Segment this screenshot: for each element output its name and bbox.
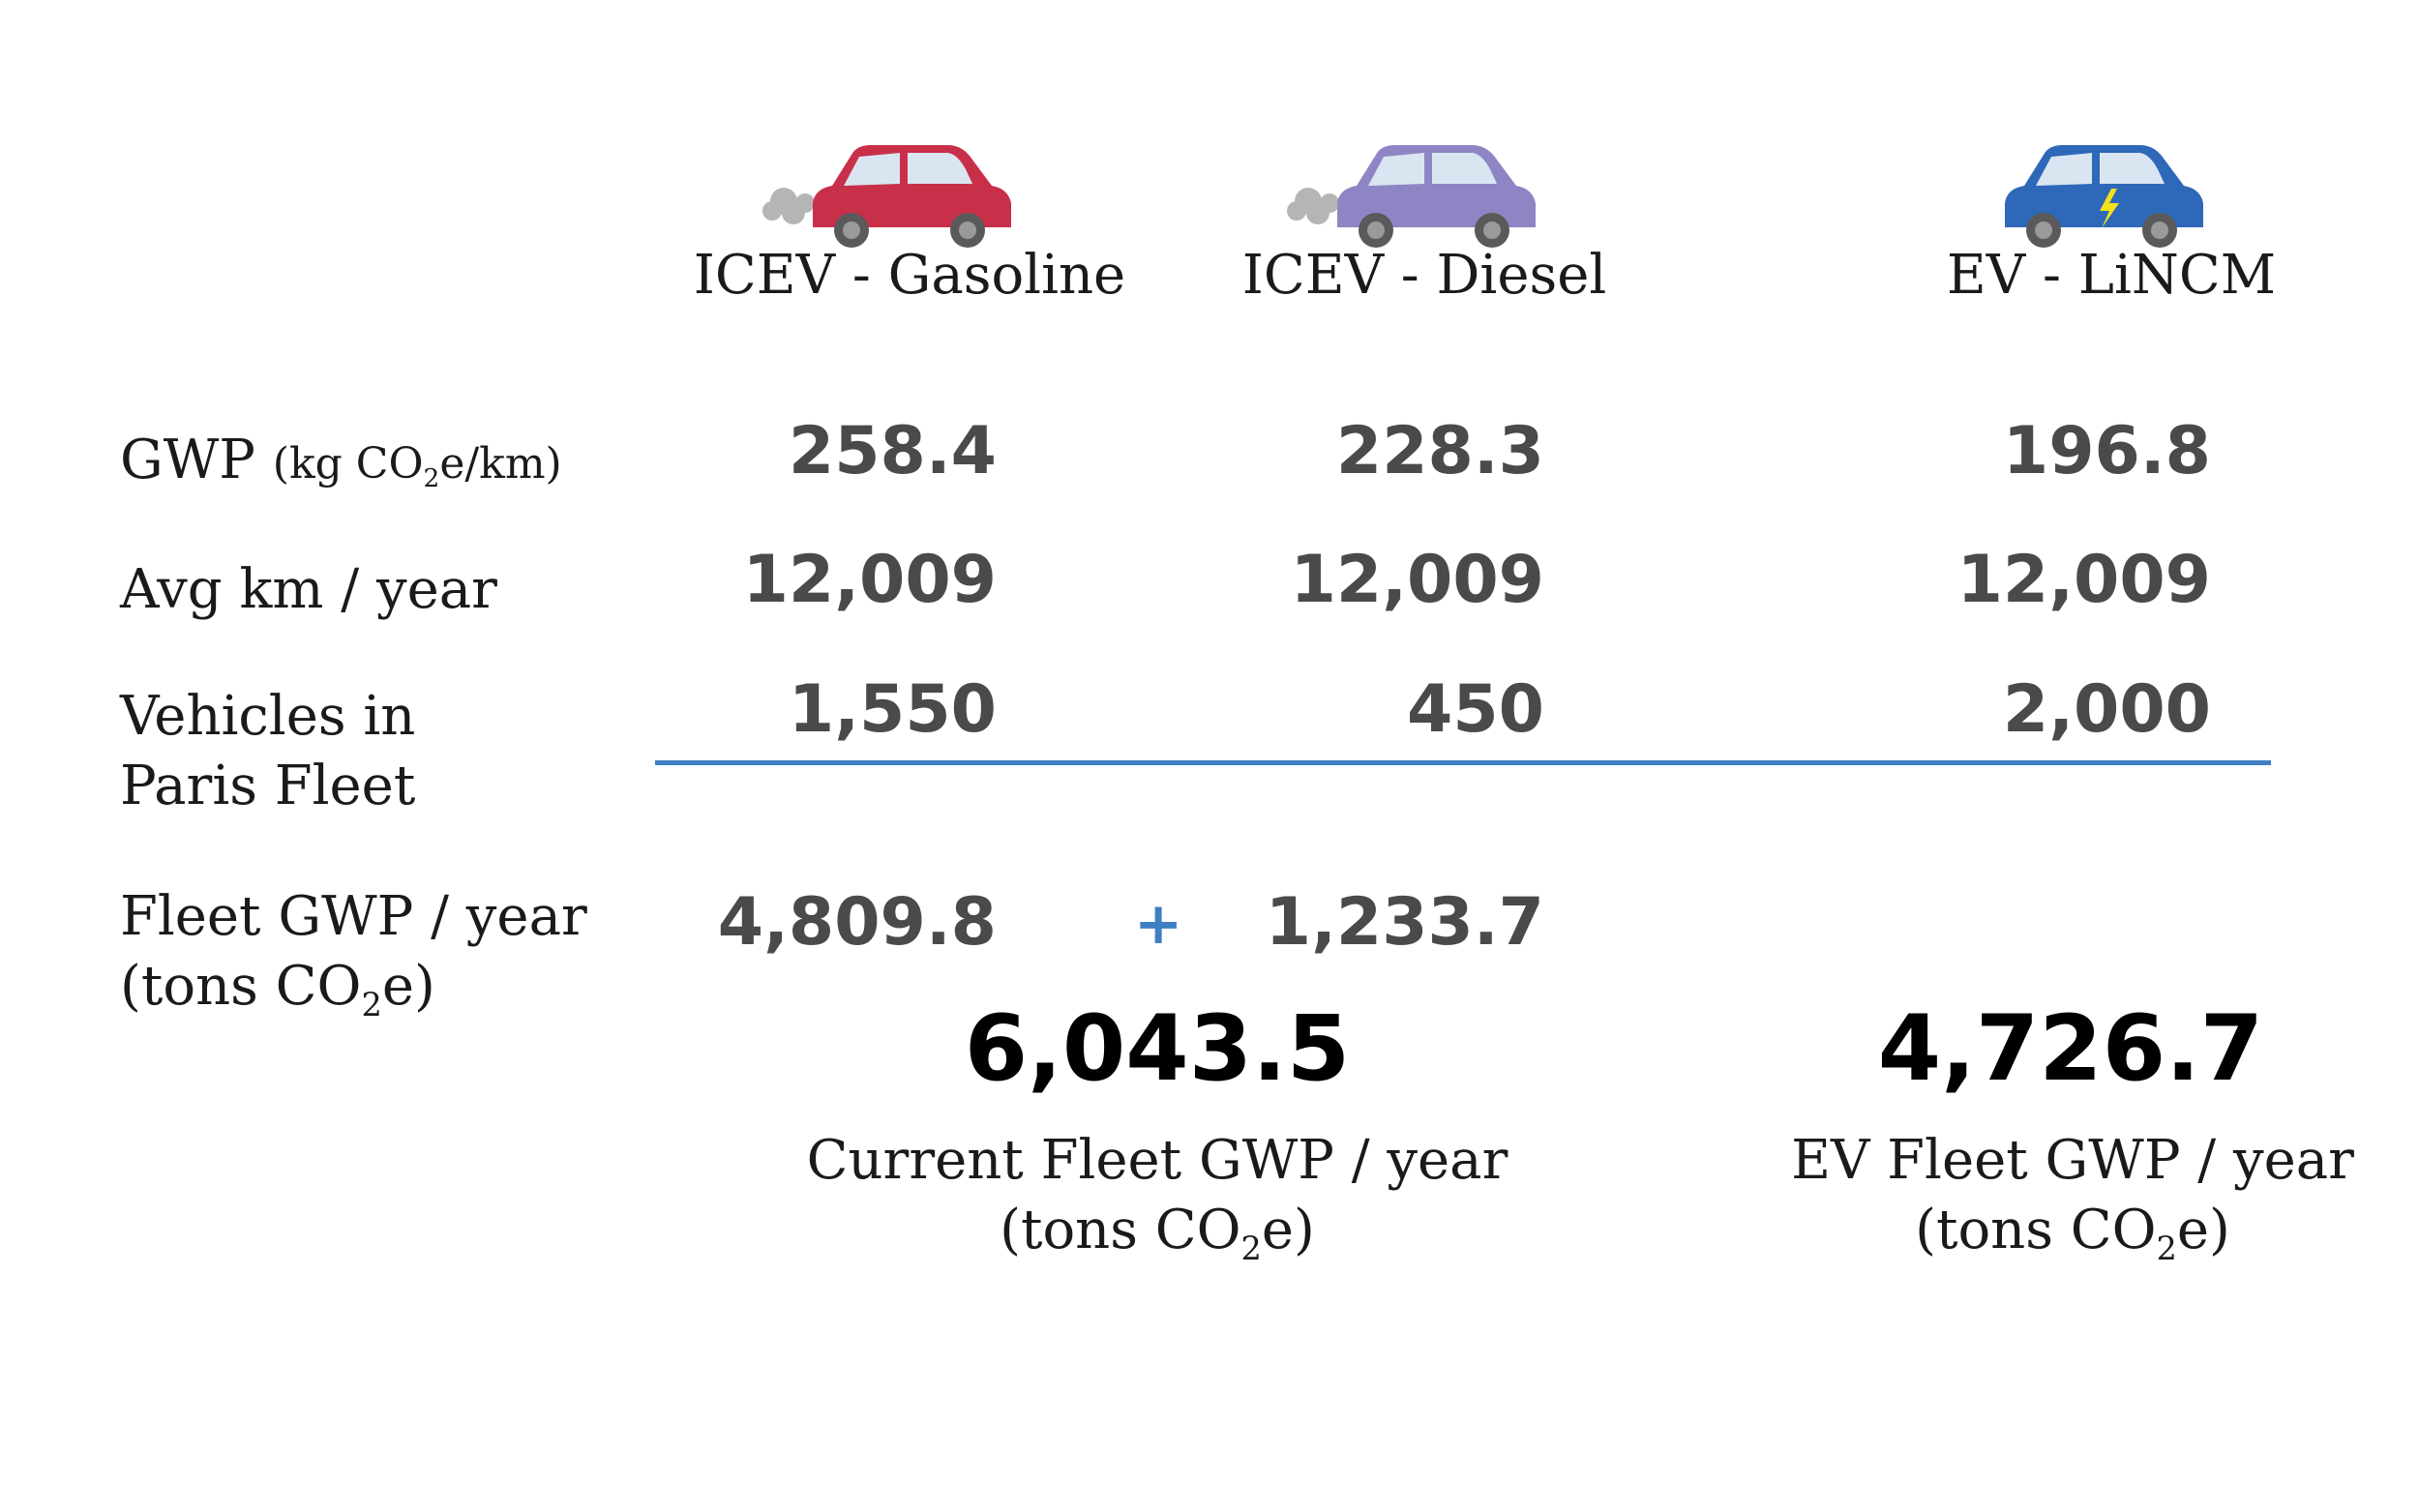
fleet-label-line2: (tons CO2e) (120, 955, 435, 1023)
km-value-ev: 12,009 (1956, 542, 2211, 618)
current-caption-line2: (tons CO2e) (1000, 1199, 1315, 1267)
plus-operator: + (1134, 890, 1183, 958)
count-value-diesel: 450 (1407, 671, 1544, 748)
count-value-ev: 2,000 (2002, 671, 2211, 748)
ev-fleet-caption: EV Fleet GWP / year (tons CO2e) (1686, 1126, 2419, 1265)
current-caption-line1: Current Fleet GWP / year (806, 1129, 1508, 1192)
ev-caption-line1: EV Fleet GWP / year (1791, 1129, 2354, 1192)
current-fleet-caption: Current Fleet GWP / year (tons CO2e) (770, 1126, 1544, 1265)
row-label-fleet-gwp: Fleet GWP / year (tons CO2e) (120, 882, 587, 1022)
row-label-vehicles: Vehicles in Paris Fleet (120, 682, 415, 821)
divider-line (655, 760, 2271, 765)
fleet-gwp-value-diesel: 1,233.7 (1265, 884, 1544, 961)
column-header-diesel: ICEV - Diesel (1241, 244, 1607, 307)
fleet-gwp-value-gasoline: 4,809.8 (717, 884, 997, 961)
vehicles-label-line2: Paris Fleet (120, 755, 416, 817)
fleet-label-line1: Fleet GWP / year (120, 885, 587, 948)
km-value-gasoline: 12,009 (742, 542, 997, 618)
lightning-bolt-icon (2100, 189, 2119, 228)
ev-caption-line2: (tons CO2e) (1915, 1199, 2230, 1267)
gwp-label: GWP (120, 429, 255, 491)
row-label-gwp: GWP (kg CO2e/km) (120, 426, 562, 499)
row-label-km: Avg km / year (120, 558, 497, 621)
km-value-diesel: 12,009 (1290, 542, 1544, 618)
ev-fleet-total: 4,726.7 (1877, 996, 2264, 1102)
diesel-car-icon (1287, 145, 1536, 248)
column-header-gasoline: ICEV - Gasoline (693, 244, 1126, 307)
gwp-value-diesel: 228.3 (1335, 413, 1544, 489)
count-value-gasoline: 1,550 (788, 671, 997, 748)
gwp-value-ev: 196.8 (2002, 413, 2211, 489)
current-fleet-total: 6,043.5 (964, 996, 1351, 1102)
gwp-unit: (kg CO2e/km) (272, 439, 562, 494)
column-header-ev: EV - LiNCM (1946, 244, 2277, 307)
electric-car-icon (2005, 145, 2203, 248)
vehicles-label-line1: Vehicles in (120, 685, 416, 748)
gwp-value-gasoline: 258.4 (788, 413, 997, 489)
gasoline-car-icon (762, 145, 1011, 248)
